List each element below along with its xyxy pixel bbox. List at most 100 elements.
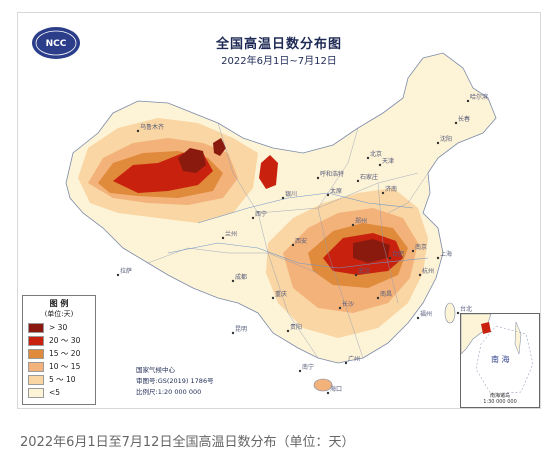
city-label: 西安 — [295, 237, 307, 245]
map-title: 全国高温日数分布图 — [215, 37, 342, 52]
legend-title: 图 例 — [49, 299, 69, 308]
approval-number: 审图号:GS(2019) 1786号 — [136, 377, 214, 385]
city-dot — [381, 191, 385, 195]
city-dot — [281, 196, 285, 200]
city-dot — [271, 296, 275, 300]
legend-item: > 30 — [28, 322, 94, 334]
city-label: 兰州 — [225, 230, 237, 238]
legend-label: > 30 — [49, 323, 68, 332]
legend-label: 15 ～ 20 — [49, 349, 81, 358]
legend-item: <5 — [28, 387, 94, 399]
taiwan-island — [444, 302, 456, 324]
city-dot — [388, 256, 392, 260]
legend-swatch — [28, 388, 44, 398]
city-label: 海口 — [330, 385, 342, 393]
legend-label: <5 — [49, 388, 61, 397]
city-label: 石家庄 — [360, 173, 378, 181]
legend-label: 20 ～ 30 — [49, 336, 81, 345]
city-dot — [436, 256, 440, 260]
city-label: 成都 — [235, 273, 247, 281]
legend-swatch — [28, 323, 44, 333]
city-label: 西宁 — [255, 210, 267, 218]
city-dot — [221, 236, 225, 240]
city-label: 北京 — [370, 150, 382, 158]
city-label: 南宁 — [302, 363, 314, 371]
city-label: 银川 — [285, 190, 297, 198]
map-subtitle: 2022年6月1日~7月12日 — [221, 56, 337, 67]
city-dot — [231, 279, 235, 283]
city-dot — [456, 311, 460, 315]
city-dot — [411, 249, 415, 253]
ncc-logo: NCC — [32, 27, 80, 59]
city-label: 长春 — [458, 115, 470, 123]
legend-swatch — [28, 362, 44, 372]
city-label: 上海 — [440, 250, 452, 258]
heat-zone-over-30-north — [213, 138, 226, 156]
city-label: 南昌 — [380, 290, 392, 298]
city-dot — [454, 121, 458, 125]
legend-label: 10 ～ 15 — [49, 362, 81, 371]
legend-item: 20 ～ 30 — [28, 335, 94, 347]
legend-swatch — [28, 336, 44, 346]
city-label: 昆明 — [235, 326, 247, 333]
heat-zone-over-30-west — [178, 148, 206, 173]
city-label: 拉萨 — [120, 267, 132, 275]
city-dot — [251, 216, 255, 220]
svg-text:NCC: NCC — [46, 39, 67, 49]
heat-zone-over-30-east — [353, 239, 390, 263]
figure-caption: 2022年6月1日至7月12日全国高温日数分布（单位：天） — [20, 435, 355, 450]
city-label: 武汉 — [358, 267, 370, 275]
city-dot — [366, 156, 370, 160]
city-dot — [344, 361, 348, 365]
city-dot — [136, 129, 140, 133]
inset-sea-label: 南 海 — [491, 355, 510, 364]
city-label: 广州 — [348, 355, 360, 363]
city-dot — [378, 163, 382, 167]
city-dot — [354, 273, 358, 277]
city-dot — [316, 176, 320, 180]
city-label: 哈尔滨 — [470, 93, 488, 101]
city-label: 沈阳 — [440, 135, 452, 143]
city-label: 台北 — [460, 305, 472, 313]
city-dot — [326, 193, 330, 197]
hainan-island — [313, 378, 333, 392]
legend-item: 5 ～ 10 — [28, 374, 94, 386]
legend-item: 10 ～ 15 — [28, 361, 94, 373]
legend-swatch — [28, 349, 44, 359]
city-label: 贵阳 — [290, 323, 302, 331]
city-label: 乌鲁木齐 — [140, 123, 164, 131]
city-label: 呼和浩特 — [320, 170, 344, 178]
city-dot — [418, 273, 422, 277]
city-dot — [231, 331, 235, 335]
legend-label: 5 ～ 10 — [49, 375, 76, 384]
heat-zone-20-30-north — [259, 155, 278, 189]
city-label: 重庆 — [275, 290, 287, 298]
city-label: 济南 — [385, 185, 397, 193]
city-dot — [116, 273, 120, 277]
city-dot — [326, 391, 330, 395]
rivers — [167, 192, 429, 269]
city-dot — [351, 223, 355, 227]
city-dot — [436, 141, 440, 145]
city-dot — [298, 369, 302, 373]
city-label: 杭州 — [422, 267, 434, 275]
city-dot — [466, 99, 470, 103]
city-label: 福州 — [420, 310, 432, 318]
city-label: 南京 — [415, 243, 427, 251]
city-label: 郑州 — [355, 217, 367, 225]
inset-map — [461, 314, 534, 395]
org-name: 国家气候中心 — [136, 366, 175, 374]
inset-title: 南海诸岛 — [489, 393, 510, 399]
city-dot — [376, 296, 380, 300]
city-label: 长沙 — [342, 300, 354, 308]
city-dot — [356, 179, 360, 183]
inset-scale: 1:30 000 000 — [483, 399, 517, 405]
city-label: 天津 — [382, 158, 394, 165]
map-frame: 乌鲁木齐 拉萨 西宁 兰州 银川 呼和浩特 北京 天津 石家庄 太原 济南 郑州 西安 成都 重庆 武汉 合肥南… — [17, 12, 541, 409]
legend-unit: (单位:天) — [44, 310, 74, 318]
city-dot — [291, 243, 295, 247]
south-china-sea-inset: 南 海 南海诸岛 1:30 000 000 — [460, 313, 540, 408]
city-dot — [286, 329, 290, 333]
